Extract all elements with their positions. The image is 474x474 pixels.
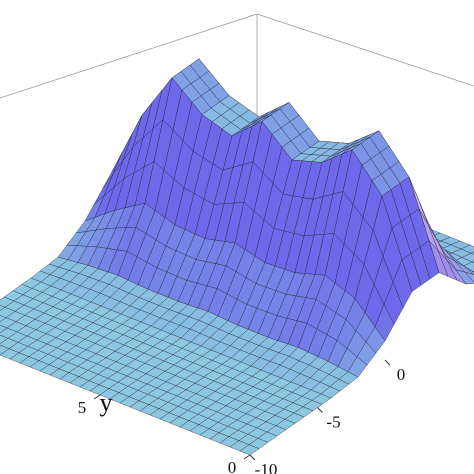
surface-patch: [239, 444, 260, 456]
box-edge: [0, 13, 258, 99]
y-tick: [93, 394, 101, 400]
x-tick: [317, 407, 323, 413]
x-tick-label: -5: [326, 412, 340, 431]
x-tick-label: -10: [255, 460, 278, 474]
x-tick: [249, 454, 256, 461]
surface-patch: [470, 251, 474, 255]
y-tick-label: 0: [228, 458, 237, 474]
box-edge: [256, 13, 474, 87]
x-tick-label: 0: [397, 365, 406, 384]
x-tick: [384, 359, 391, 366]
y-axis-label: y: [100, 388, 113, 417]
surface: [0, 58, 474, 456]
y-tick-label: 5: [78, 398, 87, 417]
y-tick: [243, 454, 251, 460]
